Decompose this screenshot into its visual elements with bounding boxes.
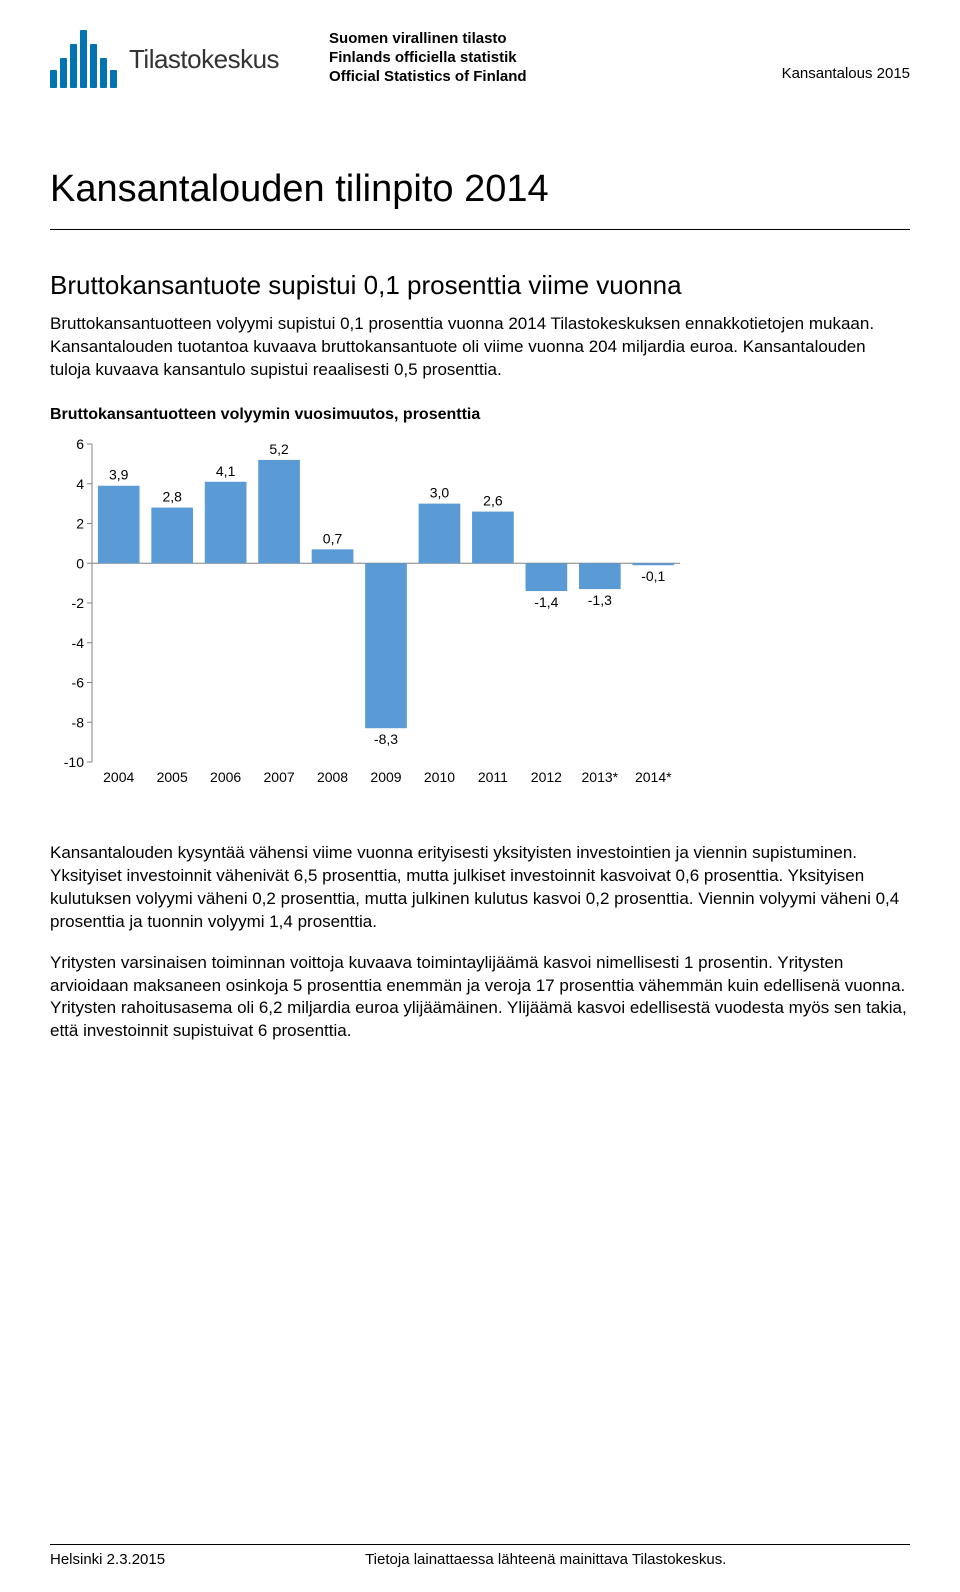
svg-text:3,0: 3,0 [430,484,450,500]
svg-text:-1,4: -1,4 [534,594,558,610]
svg-text:5,2: 5,2 [269,441,289,457]
svg-text:-4: -4 [72,635,85,651]
svg-text:-0,1: -0,1 [641,568,665,584]
official-line: Suomen virallinen tilasto [329,30,527,49]
footer-attribution: Tietoja lainattaessa lähteenä mainittava… [365,1551,726,1568]
bar-chart: 6 4 2 0 -2 -4 -6 -8 -10 3,9 2004 2,8 2005 4,1 2006 5,2 2… [50,432,690,792]
svg-text:2008: 2008 [317,769,348,785]
svg-text:2009: 2009 [370,769,401,785]
svg-text:-2: -2 [72,595,85,611]
svg-text:0,7: 0,7 [323,530,343,546]
svg-text:2010: 2010 [424,769,455,785]
body-paragraph: Yritysten varsinaisen toiminnan voittoja… [50,952,910,1044]
svg-text:-6: -6 [72,674,85,690]
page-footer: Helsinki 2.3.2015 Tietoja lainattaessa l… [50,1544,910,1568]
svg-text:6: 6 [76,436,84,452]
subtitle: Bruttokansantuote supistui 0,1 prosentti… [50,270,910,301]
svg-text:3,9: 3,9 [109,467,129,483]
logo-icon [50,30,117,88]
svg-text:-8,3: -8,3 [374,731,398,747]
svg-text:2011: 2011 [478,769,508,785]
svg-text:2005: 2005 [157,769,188,785]
official-statistics-label: Suomen virallinen tilasto Finlands offic… [329,30,527,86]
svg-text:2012: 2012 [531,769,562,785]
svg-text:2: 2 [76,515,84,531]
page-header: Tilastokeskus Suomen virallinen tilasto … [50,30,910,88]
svg-text:0: 0 [76,555,84,571]
svg-text:2004: 2004 [103,769,134,785]
logo-block: Tilastokeskus [50,30,279,88]
title-rule [50,229,910,230]
footer-date: Helsinki 2.3.2015 [50,1551,165,1568]
svg-text:4,1: 4,1 [216,463,236,479]
official-line: Official Statistics of Finland [329,68,527,87]
chart-section: Bruttokansantuotteen volyymin vuosimuuto… [50,406,910,792]
footer-rule [50,1544,910,1545]
chart-title: Bruttokansantuotteen volyymin vuosimuuto… [50,406,910,424]
svg-text:2,8: 2,8 [162,488,182,504]
lede-paragraph: Bruttokansantuotteen volyymi supistui 0,… [50,313,910,382]
svg-text:2006: 2006 [210,769,241,785]
body-paragraph: Kansantalouden kysyntää vähensi viime vu… [50,842,910,934]
svg-text:4: 4 [76,476,84,492]
classification-label: Kansantalous 2015 [782,65,910,88]
svg-text:-10: -10 [64,754,84,770]
svg-text:2,6: 2,6 [483,492,503,508]
svg-text:-8: -8 [72,714,85,730]
page-title: Kansantalouden tilinpito 2014 [50,168,910,211]
svg-text:2014*: 2014* [635,769,672,785]
svg-text:-1,3: -1,3 [588,592,612,608]
svg-text:2013*: 2013* [582,769,619,785]
svg-text:2007: 2007 [264,769,295,785]
logo-text: Tilastokeskus [129,44,279,75]
official-line: Finlands officiella statistik [329,49,527,68]
